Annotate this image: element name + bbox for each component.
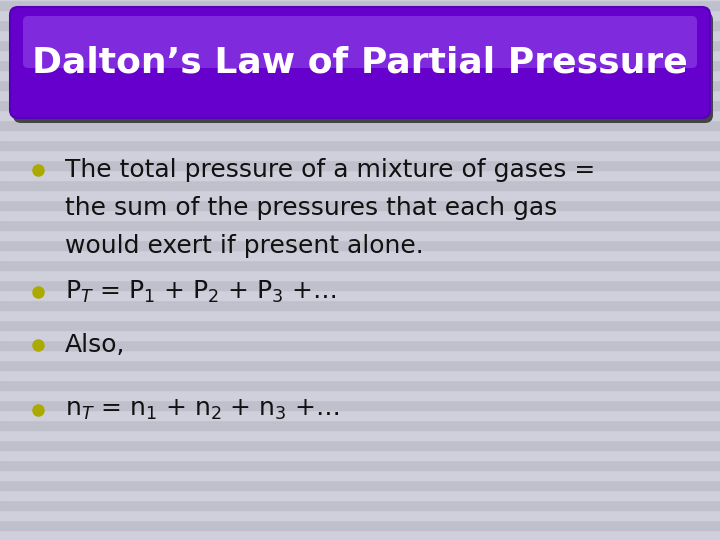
Bar — [0, 310, 720, 320]
Bar — [0, 480, 720, 490]
Bar — [0, 40, 720, 50]
Bar — [0, 90, 720, 100]
Bar — [0, 350, 720, 360]
Bar — [0, 450, 720, 460]
Text: would exert if present alone.: would exert if present alone. — [65, 234, 424, 258]
Text: The total pressure of a mixture of gases =: The total pressure of a mixture of gases… — [65, 158, 595, 182]
Bar — [0, 290, 720, 300]
Bar — [0, 360, 720, 370]
Bar — [0, 500, 720, 510]
Bar — [0, 430, 720, 440]
Bar — [0, 180, 720, 190]
Bar — [0, 280, 720, 290]
Bar — [0, 60, 720, 70]
Bar — [0, 220, 720, 230]
Bar — [0, 250, 720, 260]
Bar — [0, 470, 720, 480]
Bar — [0, 210, 720, 220]
Text: Also,: Also, — [65, 333, 125, 357]
Bar — [0, 510, 720, 520]
Bar — [0, 200, 720, 210]
Bar — [0, 190, 720, 200]
Bar — [0, 130, 720, 140]
Bar — [0, 140, 720, 150]
Bar — [0, 230, 720, 240]
Bar — [0, 80, 720, 90]
Bar — [0, 320, 720, 330]
Bar — [0, 50, 720, 60]
Text: Dalton’s Law of Partial Pressure: Dalton’s Law of Partial Pressure — [32, 45, 688, 79]
Bar — [0, 240, 720, 250]
Bar — [0, 170, 720, 180]
Bar — [0, 150, 720, 160]
Bar — [0, 530, 720, 540]
FancyBboxPatch shape — [13, 12, 713, 123]
Bar — [0, 70, 720, 80]
Bar — [0, 20, 720, 30]
Bar — [0, 370, 720, 380]
Bar — [0, 440, 720, 450]
Bar — [0, 340, 720, 350]
Bar — [0, 490, 720, 500]
Bar — [0, 380, 720, 390]
Bar — [0, 420, 720, 430]
Bar — [0, 270, 720, 280]
Bar — [0, 160, 720, 170]
Bar — [0, 10, 720, 20]
Text: P$_{T}$ = P$_{1}$ + P$_{2}$ + P$_{3}$ +…: P$_{T}$ = P$_{1}$ + P$_{2}$ + P$_{3}$ +… — [65, 279, 336, 305]
Bar — [0, 260, 720, 270]
Bar — [0, 110, 720, 120]
Bar — [0, 100, 720, 110]
Bar — [0, 520, 720, 530]
Bar — [0, 120, 720, 130]
Bar — [0, 390, 720, 400]
Bar — [0, 460, 720, 470]
Bar — [0, 410, 720, 420]
Bar — [0, 300, 720, 310]
Bar — [0, 330, 720, 340]
FancyBboxPatch shape — [10, 7, 710, 118]
Bar — [0, 0, 720, 10]
Text: n$_{T}$ = n$_{1}$ + n$_{2}$ + n$_{3}$ +…: n$_{T}$ = n$_{1}$ + n$_{2}$ + n$_{3}$ +… — [65, 398, 340, 422]
Bar — [0, 30, 720, 40]
FancyBboxPatch shape — [23, 16, 697, 68]
Bar — [0, 400, 720, 410]
Text: the sum of the pressures that each gas: the sum of the pressures that each gas — [65, 196, 557, 220]
